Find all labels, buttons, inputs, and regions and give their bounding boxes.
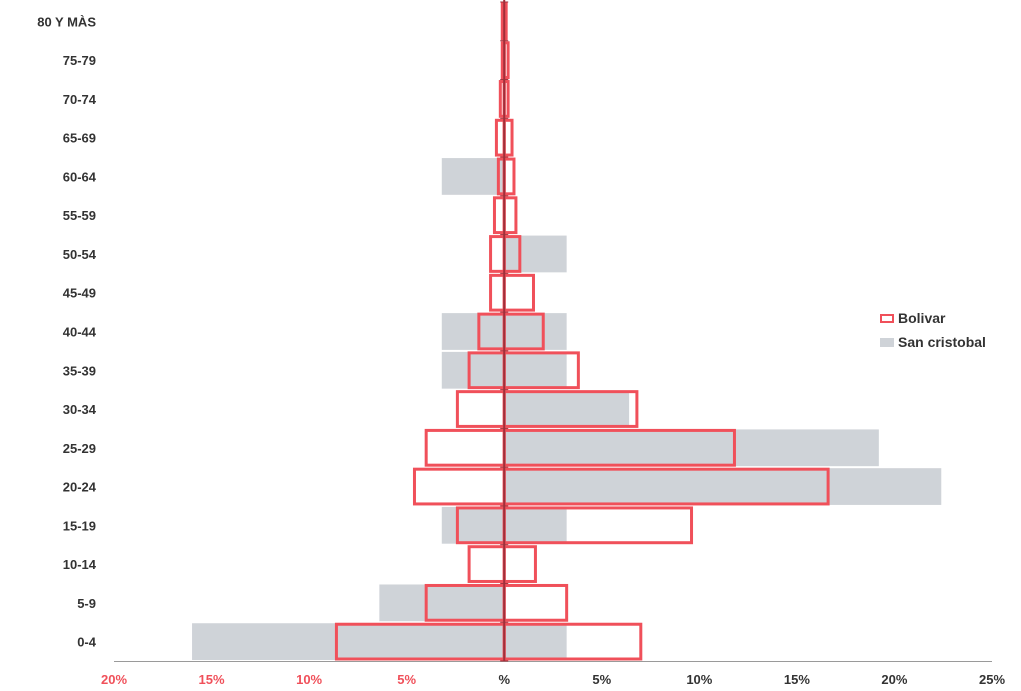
bar-san-cristobal-left-60-64 bbox=[441, 158, 505, 195]
bar-san-cristobal-right-40-44 bbox=[504, 313, 567, 350]
bar-bolivar-left-20-24 bbox=[412, 467, 506, 506]
bar-san-cristobal-left-15-19 bbox=[441, 506, 505, 544]
bar-san-cristobal-left-5-9 bbox=[379, 584, 505, 622]
center-axis bbox=[500, 0, 509, 662]
bar-san-cristobal-left-0-4 bbox=[192, 623, 505, 660]
san-cristobal-bars bbox=[192, 158, 942, 660]
x-tick-label-neg20: 20% bbox=[101, 672, 127, 687]
y-tick-label-40-44: 40-44 bbox=[63, 325, 97, 340]
x-tick-label-neg5: 5% bbox=[397, 672, 416, 687]
bar-bolivar-left-30-34 bbox=[455, 390, 506, 428]
legend-swatch-san-cristobal bbox=[880, 337, 894, 347]
legend-swatch-bolivar bbox=[880, 313, 894, 323]
y-tick-label-0-4: 0-4 bbox=[77, 635, 97, 650]
y-tick-label-20-24: 20-24 bbox=[63, 480, 97, 495]
bar-bolivar-right-45-49 bbox=[502, 273, 535, 312]
bar-san-cristobal-left-40-44 bbox=[441, 313, 505, 350]
bar-san-cristobal-left-35-39 bbox=[441, 351, 505, 389]
bar-san-cristobal-right-0-4 bbox=[504, 623, 567, 660]
y-tick-label-45-49: 45-49 bbox=[63, 286, 96, 301]
y-tick-label-55-59: 55-59 bbox=[63, 208, 96, 223]
x-tick-label-neg10: 10% bbox=[296, 672, 322, 687]
x-tick-label-pos5: 5% bbox=[592, 672, 611, 687]
bar-bolivar-left-25-29 bbox=[424, 428, 506, 467]
y-tick-label-35-39: 35-39 bbox=[63, 363, 96, 378]
legend-item-bolivar: Bolivar bbox=[880, 306, 986, 330]
bar-bolivar-left-50-54 bbox=[489, 235, 506, 273]
y-tick-label-60-64: 60-64 bbox=[63, 169, 97, 184]
bar-san-cristobal-right-15-19 bbox=[504, 506, 567, 544]
bar-bolivar-right-10-14 bbox=[502, 545, 537, 583]
y-tick-labels: 0-4 5-9 10-14 15-19 20-24 25-29 30-34 35-39 40-4… bbox=[37, 14, 97, 649]
bar-san-cristobal-right-20-24 bbox=[504, 468, 942, 505]
y-tick-label-50-54: 50-54 bbox=[63, 247, 97, 262]
y-tick-label-5-9: 5-9 bbox=[77, 596, 96, 611]
x-tick-labels: 20% 15% 10% 5%% 5% 10% 15% 20% 25% bbox=[101, 672, 1005, 687]
x-tick-label-neg15: 15% bbox=[199, 672, 225, 687]
bar-bolivar-left-10-14 bbox=[467, 545, 506, 583]
legend-item-san-cristobal: San cristobal bbox=[880, 330, 986, 354]
bar-san-cristobal-right-35-39 bbox=[504, 351, 567, 389]
y-tick-label-65-69: 65-69 bbox=[63, 131, 96, 146]
x-tick-label-pos10: 10% bbox=[686, 672, 712, 687]
y-tick-label-10-14: 10-14 bbox=[63, 557, 97, 572]
bar-bolivar-right-65-69 bbox=[502, 118, 514, 157]
y-tick-label-25-29: 25-29 bbox=[63, 441, 96, 456]
bar-bolivar-right-60-64 bbox=[502, 157, 516, 196]
bar-bolivar-left-45-49 bbox=[489, 273, 506, 312]
bar-san-cristobal-right-30-34 bbox=[504, 390, 630, 428]
x-tick-label-pos0: % bbox=[498, 672, 510, 687]
y-tick-label-80-y-m-s: 80 Y MÀS bbox=[37, 14, 96, 29]
legend-label-bolivar: Bolivar bbox=[898, 310, 946, 326]
x-tick-label-pos25: 25% bbox=[979, 672, 1005, 687]
bar-san-cristobal-right-50-54 bbox=[504, 235, 567, 273]
x-tick-label-pos20: 20% bbox=[881, 672, 907, 687]
x-tick-label-pos15: 15% bbox=[784, 672, 810, 687]
bar-bolivar-right-5-9 bbox=[502, 583, 569, 622]
y-tick-label-70-74: 70-74 bbox=[63, 92, 97, 107]
bar-san-cristobal-right-25-29 bbox=[504, 429, 879, 467]
y-tick-label-15-19: 15-19 bbox=[63, 518, 96, 533]
bar-bolivar-right-55-59 bbox=[502, 196, 518, 235]
legend-label-san-cristobal: San cristobal bbox=[898, 334, 986, 350]
y-tick-label-75-79: 75-79 bbox=[63, 53, 96, 68]
y-tick-label-30-34: 30-34 bbox=[63, 402, 97, 417]
legend: Bolivar San cristobal bbox=[880, 306, 986, 354]
bolivar-bars bbox=[334, 2, 830, 661]
